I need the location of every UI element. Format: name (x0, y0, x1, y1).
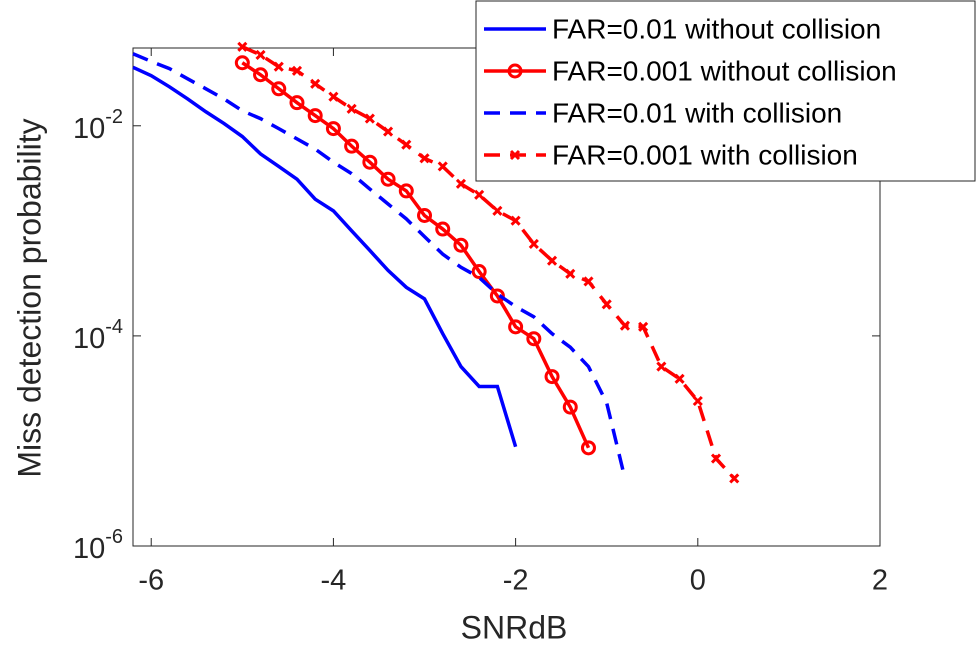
tick-exponent: -2 (105, 106, 123, 128)
marker (273, 61, 284, 72)
marker (729, 473, 740, 484)
marker (253, 67, 269, 83)
y-tick-label: 10-6 (73, 526, 123, 564)
marker (437, 161, 448, 172)
tick-exponent: -6 (105, 526, 123, 548)
marker (619, 320, 630, 331)
marker (383, 126, 394, 137)
marker (307, 108, 323, 124)
legend-label: FAR=0.001 with collision (552, 139, 858, 170)
marker (325, 121, 341, 137)
marker (710, 453, 722, 464)
marker (674, 373, 685, 384)
marker (401, 139, 412, 150)
marker (510, 215, 521, 226)
marker (453, 237, 469, 253)
marker (455, 178, 467, 189)
legend-marker (509, 149, 521, 161)
marker (362, 154, 378, 170)
marker (417, 207, 433, 223)
marker (692, 395, 703, 407)
marker (583, 276, 594, 287)
x-tick-label: -4 (321, 565, 347, 597)
marker (380, 171, 396, 187)
x-tick-label: -2 (503, 565, 529, 597)
legend-marker (507, 63, 523, 79)
marker (528, 238, 539, 250)
series-line (132, 65, 518, 448)
x-axis-label: SNRdB (461, 609, 568, 645)
marker (656, 361, 667, 372)
marker (435, 221, 451, 237)
legend-label: FAR=0.01 without collision (552, 13, 881, 44)
tick-exponent: -4 (105, 316, 123, 338)
marker (271, 81, 287, 97)
marker (544, 369, 560, 385)
legend-label: FAR=0.01 with collision (552, 97, 842, 128)
tick-base: 10 (73, 323, 105, 355)
marker (364, 113, 375, 124)
series-line (241, 61, 591, 449)
marker (344, 138, 360, 154)
marker (508, 319, 524, 335)
marker (310, 78, 321, 89)
legend-label: FAR=0.001 without collision (552, 55, 897, 86)
marker (489, 288, 505, 304)
marker (471, 264, 487, 280)
series-line (132, 52, 627, 479)
marker (580, 440, 596, 456)
marker (289, 95, 305, 111)
y-axis-label: Miss detection probability (11, 118, 47, 477)
marker (474, 189, 485, 200)
marker (398, 183, 414, 199)
marker (638, 321, 649, 332)
tick-base: 10 (73, 112, 105, 144)
marker (237, 41, 248, 52)
marker (346, 103, 357, 114)
marker (234, 55, 250, 71)
marker (255, 49, 266, 60)
marker (291, 65, 303, 76)
y-tick-label: 10-4 (73, 316, 123, 354)
series-line (241, 45, 736, 480)
tick-base: 10 (73, 533, 105, 565)
marker (526, 331, 542, 347)
marker (601, 299, 612, 310)
x-tick-label: -6 (138, 565, 164, 597)
x-tick-label: 2 (872, 565, 888, 597)
marker (492, 205, 503, 216)
marker (419, 153, 430, 164)
marker (562, 399, 578, 415)
y-tick-label: 10-2 (73, 106, 123, 144)
x-tick-label: 0 (690, 565, 706, 597)
marker (328, 91, 339, 102)
legend-box (475, 0, 976, 182)
marker (565, 268, 576, 279)
marker (546, 255, 558, 266)
